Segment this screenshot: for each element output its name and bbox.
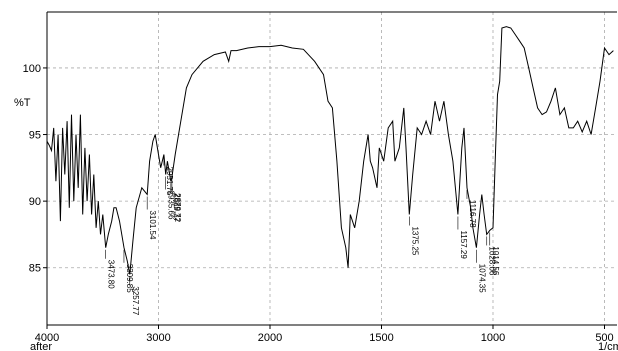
peak-label: 1157.29 bbox=[459, 230, 468, 259]
peak-label: 2889.37 bbox=[172, 193, 181, 222]
x-tick-label: 1000 bbox=[481, 332, 505, 344]
x-tick-label: 4000 bbox=[35, 332, 59, 344]
x-tick-label: 500 bbox=[595, 332, 613, 344]
y-axis-label: %T bbox=[14, 97, 31, 109]
x-tick-label: 2000 bbox=[258, 332, 282, 344]
y-tick-label: 85 bbox=[29, 263, 41, 275]
peak-label: 1375.25 bbox=[410, 226, 419, 255]
y-tick-label: 95 bbox=[29, 130, 41, 142]
peak-label: 2951.75 bbox=[165, 167, 174, 196]
spectrum-line bbox=[46, 26, 614, 275]
y-tick-label: 90 bbox=[29, 196, 41, 208]
x-axis-label: 1/cm bbox=[598, 341, 618, 351]
peak-label: 3473.80 bbox=[107, 260, 116, 289]
peak-label: 1028.06 bbox=[488, 246, 497, 275]
peak-label: 1116.78 bbox=[468, 200, 477, 228]
peak-label: 2879.72 bbox=[173, 193, 182, 222]
peak-label: 2935.66 bbox=[167, 190, 176, 219]
x-tick-label: 1500 bbox=[369, 332, 393, 344]
x-axis-label: after bbox=[30, 341, 52, 351]
peak-label: 1014.56 bbox=[491, 246, 500, 275]
peak-label: 3309.85 bbox=[125, 264, 134, 293]
peak-label: 3101.54 bbox=[148, 210, 157, 239]
peak-label: 3257.77 bbox=[131, 286, 140, 315]
peak-label: 1074.35 bbox=[477, 264, 486, 293]
y-tick-label: 100 bbox=[23, 63, 41, 75]
x-tick-label: 3000 bbox=[146, 332, 170, 344]
